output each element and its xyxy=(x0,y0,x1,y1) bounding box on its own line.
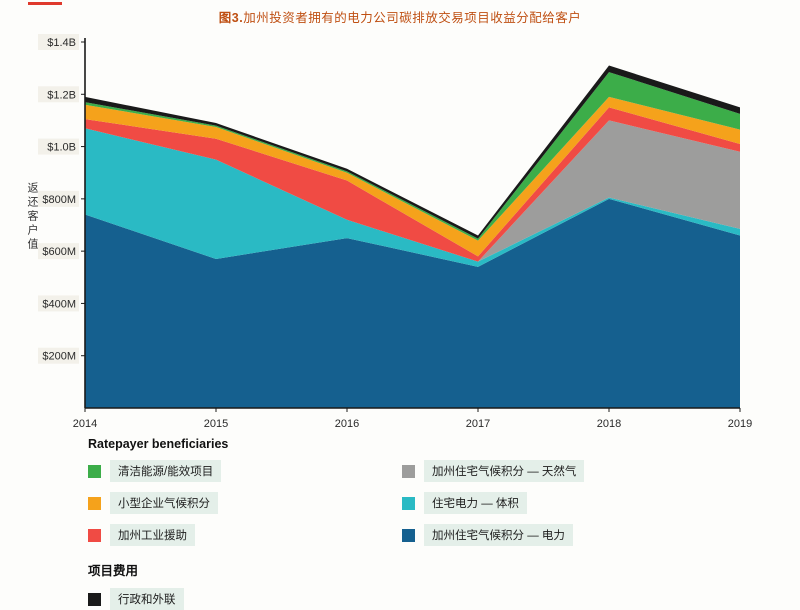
legend: Ratepayer beneficiaries 清洁能源/能效项目 加州住宅气候… xyxy=(88,437,760,610)
small-business-label: 小型企业气候积分 xyxy=(110,492,218,514)
legend-item-clean-energy: 清洁能源/能效项目 xyxy=(88,460,402,482)
x-tick-label-3: 2017 xyxy=(466,418,490,430)
y-tick-label-4: $1.0B xyxy=(47,142,76,154)
natural-gas-credit-swatch xyxy=(402,464,415,478)
y-tick-patch-3 xyxy=(38,190,79,207)
chart-title-text: 加州投资者拥有的电力公司碳排放交易项目收益分配给客户 xyxy=(243,11,582,25)
stacked-area-chart: $200M $400M $600M $800M $1.0B $1.2B $1.4B 2014 2… xyxy=(38,34,752,430)
legend-item-industry-assistance: 加州工业援助 xyxy=(88,524,402,546)
clean-energy-label: 清洁能源/能效项目 xyxy=(110,460,222,482)
y-tick-patch-5 xyxy=(38,86,79,103)
legend-heading-beneficiaries: Ratepayer beneficiaries xyxy=(88,437,229,451)
area-series-1 xyxy=(85,128,740,267)
electric-credit-swatch xyxy=(402,528,415,542)
industry-assistance-label: 加州工业援助 xyxy=(110,524,195,546)
y-tick-patch-4 xyxy=(38,138,79,155)
admin-outreach-label: 行政和外联 xyxy=(110,588,184,610)
clean-energy-swatch xyxy=(88,464,101,478)
y-axis-title: 返还客户值 xyxy=(26,182,38,252)
industry-assistance-swatch xyxy=(88,528,101,542)
area-series-2 xyxy=(85,120,740,262)
legend-item-small-business: 小型企业气候积分 xyxy=(88,492,402,514)
red-corner-mark xyxy=(28,2,62,5)
area-series-5 xyxy=(85,72,740,241)
y-tick-label-6: $1.4B xyxy=(47,37,76,49)
natural-gas-credit-label: 加州住宅气候积分 — 天然气 xyxy=(424,460,585,482)
y-tick-patch-6 xyxy=(38,34,79,50)
y-tick-patch-1 xyxy=(38,295,79,312)
x-tick-label-5: 2019 xyxy=(728,418,752,430)
y-tick-label-0: $200M xyxy=(42,351,76,363)
legend-heading-costs: 项目费用 xyxy=(88,564,139,578)
residential-volumetric-swatch xyxy=(402,496,415,510)
electric-credit-label: 加州住宅气候积分 — 电力 xyxy=(424,524,573,546)
chart-area: $200M $400M $600M $800M $1.0B $1.2B $1.4B 2014 2… xyxy=(0,28,800,458)
legend-item-admin-outreach: 行政和外联 xyxy=(88,588,760,610)
y-tick-patch-0 xyxy=(38,347,79,364)
y-tick-label-3: $800M xyxy=(42,194,76,206)
small-business-swatch xyxy=(88,496,101,510)
area-series-3 xyxy=(85,107,740,262)
y-tick-patch-2 xyxy=(38,243,79,260)
admin-outreach-swatch xyxy=(88,592,101,606)
area-series-6 xyxy=(85,65,740,239)
legend-item-electric-credit: 加州住宅气候积分 — 电力 xyxy=(402,524,760,546)
y-tick-label-1: $400M xyxy=(42,298,76,310)
legend-grid: 清洁能源/能效项目 加州住宅气候积分 — 天然气 小型企业气候积分 住宅电力 —… xyxy=(88,460,760,546)
legend-item-natural-gas-credit: 加州住宅气候积分 — 天然气 xyxy=(402,460,760,482)
y-tick-label-5: $1.2B xyxy=(47,89,76,101)
y-tick-label-2: $600M xyxy=(42,246,76,258)
legend-item-residential-volumetric: 住宅电力 — 体积 xyxy=(402,492,760,514)
x-tick-label-1: 2015 xyxy=(204,418,228,430)
x-tick-label-0: 2014 xyxy=(73,418,97,430)
chart-title: 图3.加州投资者拥有的电力公司碳排放交易项目收益分配给客户 xyxy=(0,7,800,26)
chart-title-prefix: 图3. xyxy=(218,11,244,25)
x-tick-label-2: 2016 xyxy=(335,418,359,430)
x-tick-label-4: 2018 xyxy=(597,418,621,430)
area-series-4 xyxy=(85,96,740,257)
residential-volumetric-label: 住宅电力 — 体积 xyxy=(424,492,527,514)
area-series-0 xyxy=(85,198,740,408)
